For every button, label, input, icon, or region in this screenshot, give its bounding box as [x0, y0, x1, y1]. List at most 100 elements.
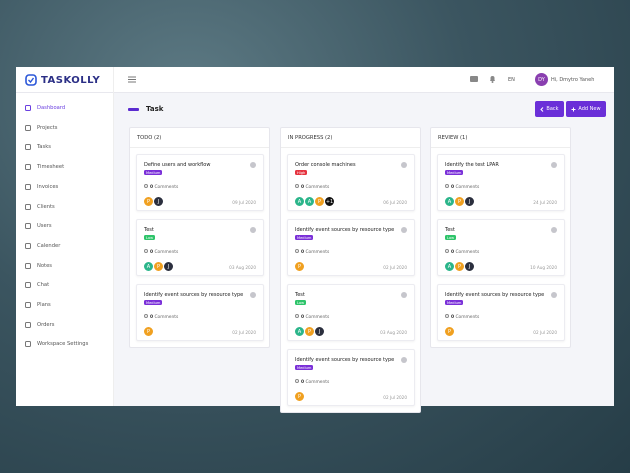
back-icon — [540, 106, 544, 112]
card-options[interactable] — [401, 227, 407, 233]
due-date: 24 Jul 2020 — [533, 200, 557, 205]
user-greeting[interactable]: Hi, Dmytro Yaneh — [551, 77, 595, 83]
due-date: 02 Jul 2020 — [383, 265, 407, 270]
card-title: Identify event sources by resource type — [295, 227, 395, 233]
comment-label: Comments — [455, 185, 480, 190]
nav-item[interactable]: Orders — [25, 320, 54, 330]
comment-number: 0 — [301, 250, 305, 255]
card-options[interactable] — [401, 357, 407, 363]
column-title: IN PROGRESS (2) — [281, 128, 420, 148]
card-options[interactable] — [250, 227, 256, 233]
card-title: Define users and workflow — [144, 162, 211, 168]
nav-icon — [25, 223, 31, 230]
assignee-avatar: P — [294, 391, 305, 402]
card-title: Identify event sources by resource type — [144, 292, 244, 298]
task-card[interactable]: Test Low 0 Comments A P J 10 Aug 2020 — [437, 219, 565, 276]
card-options[interactable] — [250, 162, 256, 168]
assignee-avatar: J — [464, 261, 475, 272]
assignee-avatar: J — [464, 196, 475, 207]
task-card[interactable]: Identify the test LPAR Medium 0 Comments A P… — [437, 154, 565, 211]
nav-item[interactable]: Clients — [25, 202, 55, 212]
menu-toggle[interactable] — [128, 76, 136, 83]
task-card[interactable]: Identify event sources by resource type M… — [437, 284, 565, 341]
card-options[interactable] — [551, 227, 557, 233]
kanban-column: TODO (2) Define users and workflow Medium 0… — [129, 127, 270, 348]
card-title: Order console machines — [295, 162, 356, 168]
nav-item[interactable]: Plans — [25, 300, 51, 310]
page-title: Task — [146, 105, 164, 113]
due-date: 06 Jul 2020 — [383, 200, 407, 205]
nav-item[interactable]: Chat — [25, 280, 49, 290]
card-options[interactable] — [250, 292, 256, 298]
comment-label: Comments — [305, 315, 330, 320]
logo[interactable]: TASKOLLY — [16, 67, 114, 93]
nav-item[interactable]: Timesheet — [25, 162, 64, 172]
card-options[interactable] — [551, 292, 557, 298]
due-date: 03 Aug 2020 — [380, 330, 407, 335]
sidebar: Dashboard Projects Tasks Timesheet Invoices C… — [16, 93, 114, 406]
user-avatar[interactable]: DY — [535, 73, 548, 86]
nav-icon — [25, 242, 31, 249]
nav-item[interactable]: Workspace Settings — [25, 339, 88, 349]
priority-badge: High — [295, 170, 308, 175]
nav-icon — [25, 341, 31, 348]
nav-label: Users — [37, 223, 52, 230]
nav-icon — [25, 321, 31, 328]
card-options[interactable] — [401, 162, 407, 168]
comment-icon — [295, 184, 299, 188]
nav-item[interactable]: Dashboard — [25, 103, 65, 113]
comment-icon — [295, 249, 299, 253]
language[interactable]: EN — [508, 77, 515, 83]
assignee-avatar: P — [444, 326, 455, 337]
task-card[interactable]: Define users and workflow Medium 0 Comment… — [136, 154, 264, 211]
comment-icon — [445, 249, 449, 253]
task-card[interactable]: Identify event sources by resource type M… — [136, 284, 264, 341]
nav-item[interactable]: Projects — [25, 123, 57, 133]
task-card[interactable]: Test Low 0 Comments A P J 03 Aug 2020 — [136, 219, 264, 276]
comment-number: 0 — [301, 380, 305, 385]
comment-count: 0 Comments — [295, 314, 329, 320]
nav-item[interactable]: Notes — [25, 261, 52, 271]
nav-item[interactable]: Users — [25, 221, 52, 231]
comment-count: 0 Comments — [445, 249, 479, 255]
task-card[interactable]: Order console machines High 0 Comments A A P +… — [287, 154, 415, 211]
comment-count: 0 Comments — [295, 379, 329, 385]
add-button[interactable]: Add New — [566, 101, 606, 117]
bell-icon[interactable] — [489, 75, 496, 83]
nav-label: Notes — [37, 262, 52, 269]
nav-item[interactable]: Invoices — [25, 182, 58, 192]
priority-badge: Medium — [144, 170, 163, 175]
comment-icon — [445, 314, 449, 318]
mail-icon[interactable] — [470, 76, 478, 82]
task-card[interactable]: Test Low 0 Comments A P J 03 Aug 2020 — [287, 284, 415, 341]
nav-item[interactable]: Tasks — [25, 142, 51, 152]
comment-icon — [144, 249, 148, 253]
comment-icon — [445, 184, 449, 188]
comment-icon — [295, 314, 299, 318]
due-date: 02 Jul 2020 — [533, 330, 557, 335]
comment-label: Comments — [154, 185, 179, 190]
comment-number: 0 — [150, 250, 154, 255]
back-button[interactable]: Back — [535, 101, 564, 117]
column-title: REVIEW (1) — [431, 128, 570, 148]
card-title: Identify event sources by resource type — [445, 292, 545, 298]
nav-icon — [25, 262, 31, 269]
nav-label: Workspace Settings — [37, 341, 89, 348]
due-date: 02 Jul 2020 — [383, 395, 407, 400]
comment-label: Comments — [455, 315, 480, 320]
comment-label: Comments — [305, 250, 330, 255]
comment-label: Comments — [305, 380, 330, 385]
task-card[interactable]: Identify event sources by resource type M… — [287, 219, 415, 276]
comment-count: 0 Comments — [144, 184, 178, 190]
nav-icon — [25, 282, 31, 289]
task-card[interactable]: Identify event sources by resource type M… — [287, 349, 415, 406]
comment-number: 0 — [451, 185, 455, 190]
nav-item[interactable]: Calender — [25, 241, 60, 251]
add-label: Add New — [578, 106, 601, 112]
nav-label: Timesheet — [37, 164, 65, 171]
comment-count: 0 Comments — [144, 314, 178, 320]
card-options[interactable] — [551, 162, 557, 168]
card-options[interactable] — [401, 292, 407, 298]
logo-icon — [25, 74, 37, 86]
nav-icon — [25, 105, 31, 111]
